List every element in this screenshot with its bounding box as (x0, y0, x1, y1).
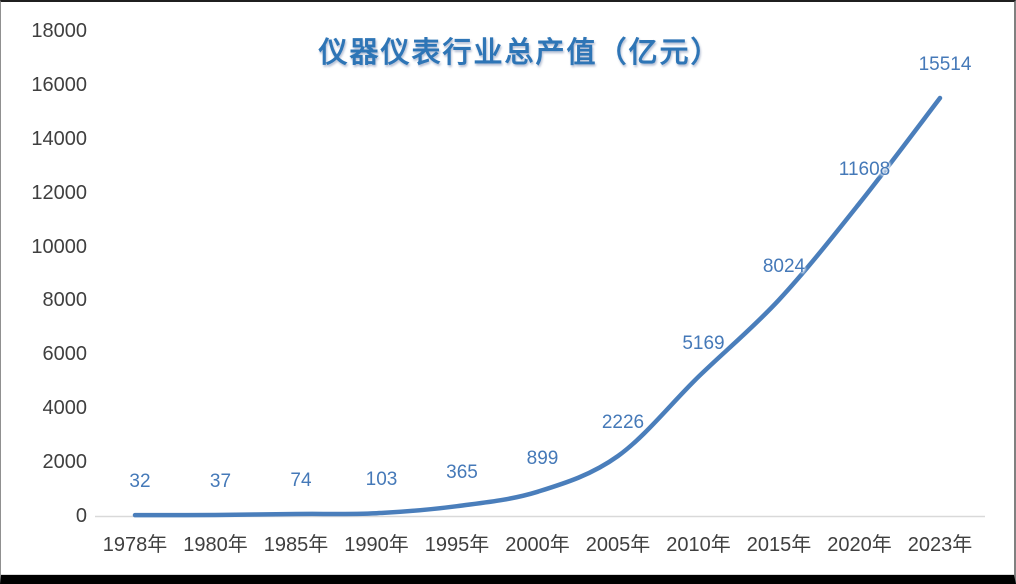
data-label: 32 (129, 471, 151, 493)
data-label: 5169 (682, 332, 725, 354)
data-label: 899 (526, 447, 559, 469)
frame-bottom-line (1, 574, 1014, 575)
x-axis-tick-label: 1980年 (183, 534, 248, 556)
x-axis-tick-label: 1978年 (102, 534, 168, 556)
y-axis-tick-label: 4000 (42, 397, 88, 420)
data-label: 11608 (838, 159, 891, 181)
data-label: 74 (290, 470, 312, 491)
data-label: 103 (365, 469, 398, 491)
series-line (132, 95, 943, 518)
data-label: 2226 (601, 412, 645, 434)
x-axis-tick-label: 1995年 (424, 534, 490, 556)
y-axis-tick-label: 12000 (31, 181, 87, 204)
y-axis-tick-label: 2000 (42, 451, 88, 474)
x-axis-tick-label: 2005年 (585, 534, 651, 556)
x-axis-tick-label: 1985年 (263, 534, 329, 556)
y-axis-tick-label: 14000 (31, 127, 87, 150)
x-axis-tick-label: 2020年 (827, 534, 892, 556)
chart-title: 仪器仪表行业总产值（亿元） (318, 37, 722, 69)
data-label: 15514 (918, 53, 972, 75)
y-axis-tick-label: 10000 (31, 235, 87, 258)
x-axis-tick-label: 2000年 (505, 534, 570, 556)
y-axis-tick-label: 0 (75, 505, 87, 527)
x-axis-tick-label: 2010年 (666, 534, 731, 556)
data-label: 365 (446, 462, 478, 484)
y-axis-tick-label: 8000 (42, 289, 88, 312)
y-axis-tick-label: 6000 (42, 343, 88, 366)
data-label: 8024 (762, 255, 806, 277)
y-axis-tick-label: 18000 (31, 20, 87, 42)
x-axis-tick-label: 2023年 (907, 534, 973, 556)
x-axis-tick-label: 1990年 (344, 534, 409, 556)
y-axis-tick-label: 16000 (31, 73, 87, 96)
data-label: 37 (209, 471, 232, 492)
line-plot (95, 95, 985, 518)
x-axis-tick-label: 2015年 (746, 534, 812, 556)
